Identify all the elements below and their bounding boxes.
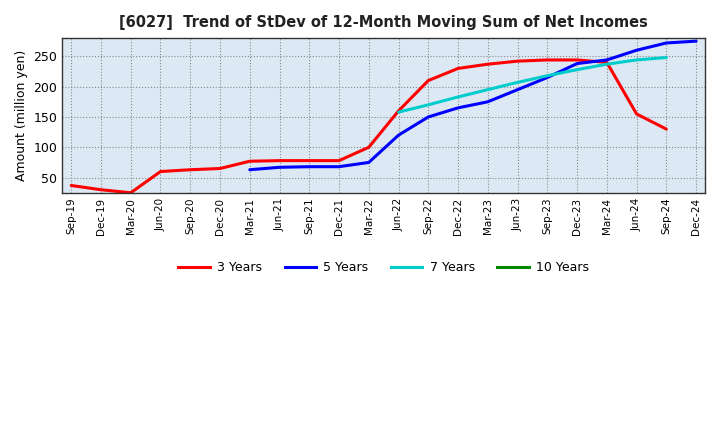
5 Years <box>513 87 522 92</box>
5 Years <box>395 132 403 138</box>
Y-axis label: Amount (million yen): Amount (million yen) <box>15 50 28 181</box>
3 Years <box>454 66 462 71</box>
3 Years <box>603 60 611 65</box>
Line: 3 Years: 3 Years <box>71 60 666 193</box>
5 Years <box>364 160 373 165</box>
5 Years <box>662 40 670 46</box>
7 Years <box>632 57 641 62</box>
3 Years <box>67 183 76 188</box>
5 Years <box>692 39 701 44</box>
7 Years <box>543 73 552 78</box>
5 Years <box>603 57 611 62</box>
5 Years <box>454 105 462 110</box>
3 Years <box>364 145 373 150</box>
3 Years <box>513 59 522 64</box>
5 Years <box>632 48 641 53</box>
5 Years <box>305 164 314 169</box>
3 Years <box>662 126 670 132</box>
Legend: 3 Years, 5 Years, 7 Years, 10 Years: 3 Years, 5 Years, 7 Years, 10 Years <box>174 257 594 279</box>
5 Years <box>335 164 343 169</box>
3 Years <box>395 108 403 114</box>
5 Years <box>246 167 254 172</box>
7 Years <box>454 94 462 99</box>
3 Years <box>96 187 105 192</box>
3 Years <box>186 167 194 172</box>
5 Years <box>424 114 433 120</box>
7 Years <box>483 87 492 92</box>
3 Years <box>424 78 433 83</box>
3 Years <box>335 158 343 163</box>
Line: 7 Years: 7 Years <box>399 58 666 112</box>
5 Years <box>572 61 581 66</box>
7 Years <box>603 62 611 67</box>
3 Years <box>127 190 135 195</box>
3 Years <box>305 158 314 163</box>
3 Years <box>632 111 641 117</box>
7 Years <box>513 80 522 85</box>
5 Years <box>483 99 492 104</box>
7 Years <box>424 102 433 107</box>
3 Years <box>543 57 552 62</box>
3 Years <box>572 57 581 62</box>
3 Years <box>246 158 254 164</box>
Title: [6027]  Trend of StDev of 12-Month Moving Sum of Net Incomes: [6027] Trend of StDev of 12-Month Moving… <box>120 15 648 30</box>
3 Years <box>483 62 492 67</box>
7 Years <box>395 110 403 115</box>
Line: 5 Years: 5 Years <box>250 41 696 170</box>
3 Years <box>216 166 225 171</box>
3 Years <box>156 169 165 174</box>
7 Years <box>572 67 581 72</box>
5 Years <box>543 75 552 80</box>
3 Years <box>275 158 284 163</box>
7 Years <box>662 55 670 60</box>
5 Years <box>275 165 284 170</box>
